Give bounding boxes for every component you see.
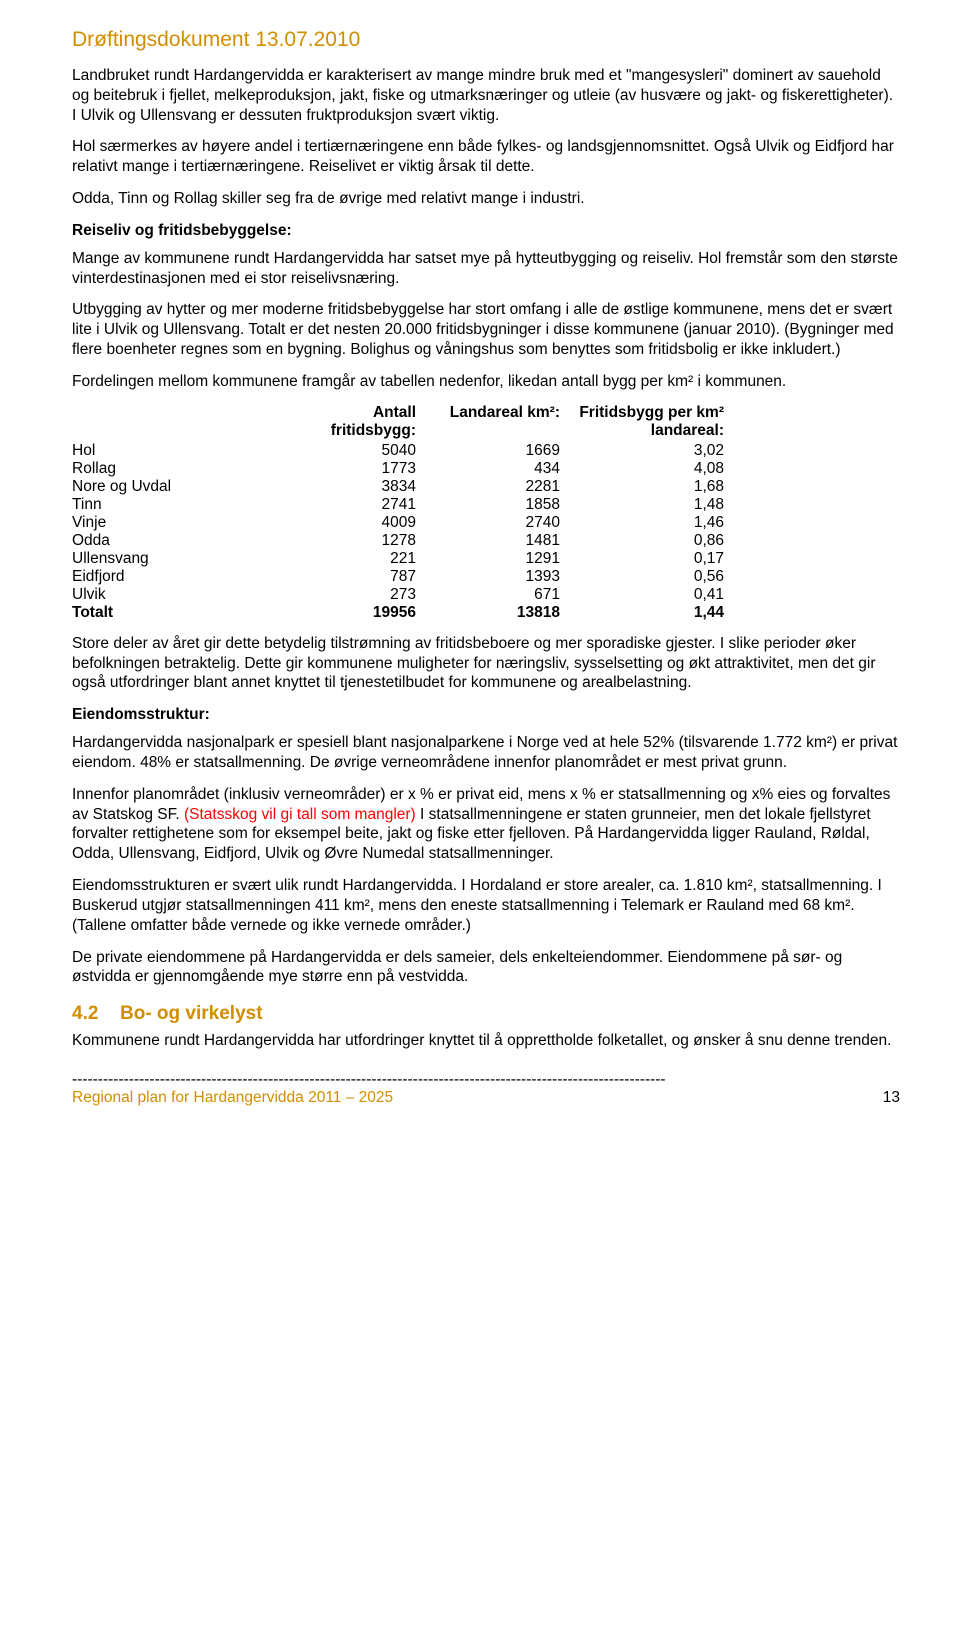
paragraph: Kommunene rundt Hardangervidda har utfor… <box>72 1031 900 1051</box>
paragraph: Fordelingen mellom kommunene framgår av … <box>72 372 900 392</box>
footer-separator: ----------------------------------------… <box>72 1071 900 1089</box>
table-row: Hol504016693,02 <box>72 442 738 460</box>
table-row: Odda127814810,86 <box>72 532 738 550</box>
paragraph: Hol særmerkes av høyere andel i tertiærn… <box>72 137 900 177</box>
section-heading-4-2: 4.2Bo- og virkelyst <box>72 1003 900 1025</box>
table-row: Ulvik2736710,41 <box>72 586 738 604</box>
paragraph: Odda, Tinn og Rollag skiller seg fra de … <box>72 189 900 209</box>
footer-plan-title: Regional plan for Hardangervidda 2011 – … <box>72 1089 393 1107</box>
paragraph: Store deler av året gir dette betydelig … <box>72 634 900 693</box>
table-row: Vinje400927401,46 <box>72 514 738 532</box>
paragraph: Utbygging av hytter og mer moderne friti… <box>72 300 900 359</box>
table-row: Tinn274118581,48 <box>72 496 738 514</box>
table-row: Ullensvang22112910,17 <box>72 550 738 568</box>
paragraph: Landbruket rundt Hardangervidda er karak… <box>72 66 900 125</box>
table-row: Eidfjord78713930,56 <box>72 568 738 586</box>
col-header: Landareal km²: <box>430 404 574 442</box>
missing-data-note: (Statsskog vil gi tall som mangler) <box>184 806 420 823</box>
document-header: Drøftingsdokument 13.07.2010 <box>72 28 900 52</box>
paragraph: Hardangervidda nasjonalpark er spesiell … <box>72 733 900 773</box>
page-footer: ----------------------------------------… <box>72 1071 900 1107</box>
table-row: Rollag17734344,08 <box>72 460 738 478</box>
table-row: Nore og Uvdal383422811,68 <box>72 478 738 496</box>
col-header: Fritidsbygg per km² landareal: <box>574 404 738 442</box>
col-header: Antall fritidsbygg: <box>286 404 430 442</box>
paragraph: Eiendomsstrukturen er svært ulik rundt H… <box>72 876 900 935</box>
table-total-row: Totalt19956138181,44 <box>72 604 738 622</box>
subheading-reiseliv: Reiseliv og fritidsbebyggelse: <box>72 221 900 241</box>
fritidsbygg-table: Antall fritidsbygg: Landareal km²: Friti… <box>72 404 738 622</box>
paragraph: Innenfor planområdet (inklusiv verneområ… <box>72 785 900 864</box>
paragraph: De private eiendommene på Hardangervidda… <box>72 948 900 988</box>
table-header-row: Antall fritidsbygg: Landareal km²: Friti… <box>72 404 738 442</box>
page-number: 13 <box>883 1089 900 1107</box>
section-title: Bo- og virkelyst <box>120 1003 263 1024</box>
paragraph: Mange av kommunene rundt Hardangervidda … <box>72 249 900 289</box>
section-number: 4.2 <box>72 1003 120 1025</box>
subheading-eiendomsstruktur: Eiendomsstruktur: <box>72 705 900 725</box>
